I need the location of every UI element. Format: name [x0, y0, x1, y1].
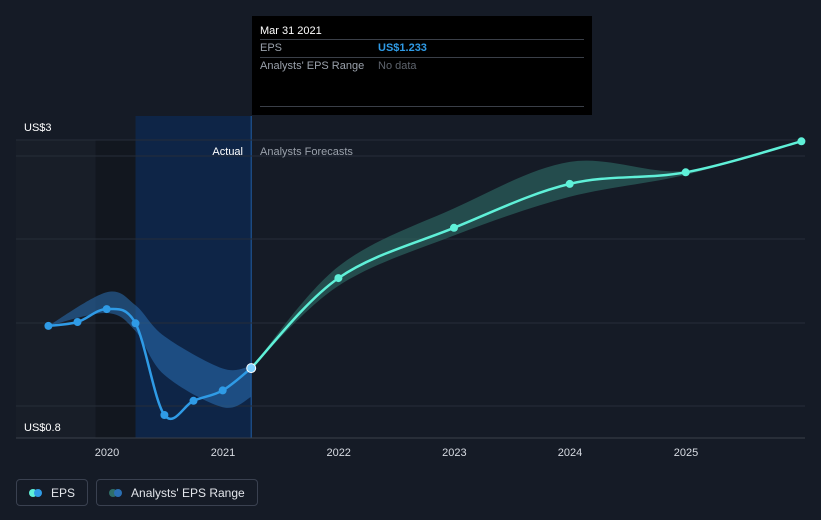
legend-range-button[interactable]: Analysts' EPS Range — [96, 479, 258, 506]
eps-point — [218, 386, 227, 395]
x-tick-label: 2020 — [95, 447, 119, 459]
eps-point-highlighted — [246, 363, 257, 374]
actual-zone-label: Actual — [212, 146, 243, 158]
y-min-label: US$0.8 — [24, 422, 61, 434]
eps-point — [334, 274, 343, 283]
eps-range-area-forecast — [251, 141, 802, 369]
tooltip-range-key: Analysts' EPS Range — [260, 60, 365, 72]
eps-point — [450, 223, 458, 232]
eps-point — [102, 305, 111, 314]
label-layer: US$3 US$0.8 Actual Analysts Forecasts — [24, 122, 353, 434]
eps-point — [565, 179, 574, 188]
tooltip-divider — [260, 106, 584, 107]
range-legend-icon — [109, 488, 123, 497]
x-tick-label: 2024 — [558, 447, 582, 459]
x-tick-label: 2021 — [211, 447, 235, 459]
eps-point — [189, 396, 198, 405]
legend: EPS Analysts' EPS Range — [16, 479, 258, 506]
eps-range-area-actual — [48, 291, 252, 408]
eps-point — [797, 137, 806, 146]
x-tick-label: 2025 — [674, 447, 698, 459]
eps-point — [44, 321, 53, 330]
x-tick-label: 2022 — [326, 447, 350, 459]
legend-eps-button[interactable]: EPS — [16, 479, 89, 506]
eps-legend-icon — [29, 488, 43, 497]
past-region-dark — [95, 140, 136, 438]
eps-point — [131, 319, 140, 328]
eps-point — [160, 411, 169, 419]
tooltip-range-value: No data — [378, 60, 417, 72]
tooltip-eps-key: EPS — [260, 42, 283, 54]
legend-eps-label: EPS — [51, 485, 76, 500]
tooltip-panel: Mar 31 2021 EPS US$1.233 Analysts' EPS R… — [252, 16, 592, 115]
tooltip-date: Mar 31 2021 — [260, 25, 322, 37]
forecast-zone-label: Analysts Forecasts — [260, 146, 353, 158]
eps-point — [681, 168, 690, 177]
x-tick-labels: 2020 2021 2022 2023 2024 2025 — [95, 447, 698, 459]
y-max-label: US$3 — [24, 122, 52, 134]
tooltip-eps-value: US$1.233 — [378, 42, 427, 54]
range-layer — [48, 141, 802, 408]
tooltip-row-range: Analysts' EPS Range No data — [260, 57, 584, 75]
x-tick-label: 2023 — [442, 447, 466, 459]
point-layer — [44, 137, 806, 419]
tooltip-row-eps: EPS US$1.233 — [260, 39, 584, 57]
eps-point — [73, 318, 82, 326]
eps-line-forecast — [250, 140, 802, 369]
legend-range-label: Analysts' EPS Range — [131, 485, 245, 500]
